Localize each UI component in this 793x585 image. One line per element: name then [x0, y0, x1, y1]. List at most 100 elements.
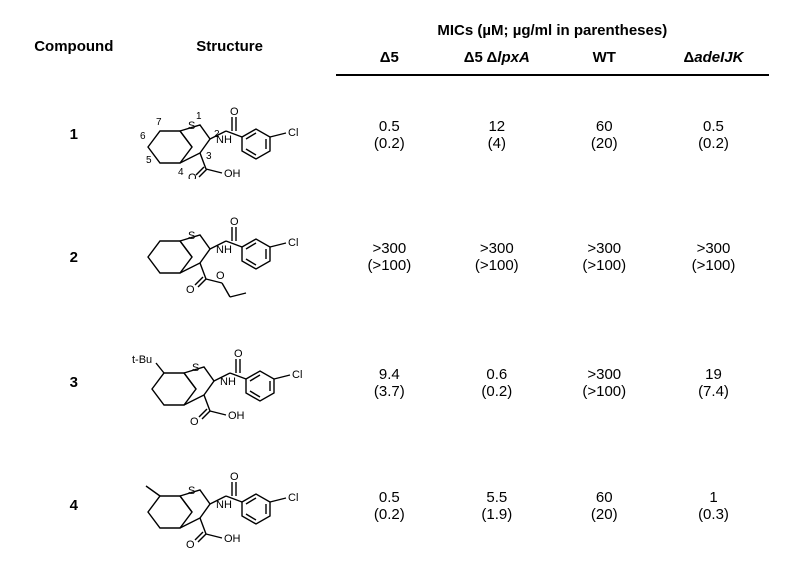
mic-um: >300	[449, 240, 544, 257]
header-mic-super: MICs (µM; µg/ml in parentheses)	[336, 18, 769, 43]
mic-um: 9.4	[342, 366, 437, 383]
atom-num: 3	[206, 151, 212, 162]
oh-label: OH	[228, 410, 245, 422]
header-adel-prefix: Δ	[683, 49, 694, 66]
mic-cell: 0.5(0.2)	[336, 75, 443, 193]
o-label: O	[190, 416, 199, 428]
mic-ug: (>100)	[557, 257, 652, 274]
mic-ug: (0.2)	[449, 383, 544, 400]
header-strain-wt: WT	[551, 43, 658, 75]
mic-ug: (0.2)	[664, 135, 763, 152]
structure-4-svg: S NH O	[130, 458, 330, 553]
mic-cell: 12(4)	[443, 75, 550, 193]
mic-um: >300	[664, 240, 763, 257]
mic-um: >300	[557, 240, 652, 257]
mic-cell: >300(>100)	[658, 193, 769, 321]
oh-label: OH	[224, 168, 241, 179]
structure-3-svg: t-Bu S NH	[130, 335, 330, 430]
mic-um: 0.5	[342, 489, 437, 506]
mic-ug: (>100)	[342, 257, 437, 274]
table-row: 4 S NH	[24, 444, 769, 567]
mic-um: 0.5	[342, 118, 437, 135]
oh-label: OH	[224, 533, 241, 545]
mic-ug: (0.2)	[342, 506, 437, 523]
compound-id: 2	[24, 193, 124, 321]
o-label: O	[188, 172, 197, 179]
mic-ug: (1.9)	[449, 506, 544, 523]
o-label: O	[186, 284, 195, 296]
mic-cell: 5.5(1.9)	[443, 444, 550, 567]
compound-id: 4	[24, 444, 124, 567]
mic-cell: 0.5(0.2)	[336, 444, 443, 567]
atom-num: 6	[140, 131, 146, 142]
header-strain-d5lpxA: Δ5 ΔlpxA	[443, 43, 550, 75]
s-atom: S	[188, 230, 195, 242]
header-strain-adel: ΔadeIJK	[658, 43, 769, 75]
mic-cell: 1(0.3)	[658, 444, 769, 567]
mic-cell: 0.5(0.2)	[658, 75, 769, 193]
cl-label: Cl	[288, 127, 298, 139]
mic-um: 19	[664, 366, 763, 383]
mic-um: 5.5	[449, 489, 544, 506]
mic-um: >300	[342, 240, 437, 257]
mic-cell: 0.6(0.2)	[443, 321, 550, 444]
o-label: O	[230, 216, 239, 228]
mic-um: 0.5	[664, 118, 763, 135]
cl-label: Cl	[292, 369, 302, 381]
mic-ug: (20)	[557, 135, 652, 152]
mic-cell: >300(>100)	[551, 321, 658, 444]
cl-label: Cl	[288, 492, 298, 504]
mic-ug: (0.2)	[342, 135, 437, 152]
s-atom: S	[192, 362, 199, 374]
o-label: O	[186, 539, 195, 551]
mic-um: 60	[557, 118, 652, 135]
mic-cell: >300(>100)	[551, 193, 658, 321]
o-label: O	[230, 471, 239, 483]
header-compound: Compound	[24, 18, 124, 75]
atom-num: 1	[196, 111, 202, 122]
structure-cell: t-Bu S NH	[124, 321, 336, 444]
s-atom: S	[188, 120, 195, 132]
header-strain-d5: Δ5	[336, 43, 443, 75]
header-structure: Structure	[124, 18, 336, 75]
mic-cell: 60(20)	[551, 444, 658, 567]
nh-label: NH	[216, 244, 232, 256]
mic-um: 1	[664, 489, 763, 506]
atom-num: 7	[156, 117, 162, 128]
mic-table: Compound Structure MICs (µM; µg/ml in pa…	[24, 18, 769, 567]
structure-2-svg: S NH O	[130, 207, 330, 307]
cl-label: Cl	[288, 237, 298, 249]
mic-ug: (20)	[557, 506, 652, 523]
mic-cell: 19(7.4)	[658, 321, 769, 444]
o-label: O	[216, 270, 225, 282]
structure-cell: S NH O	[124, 444, 336, 567]
structure-cell: 1 2 3 4 5 6 7 S NH	[124, 75, 336, 193]
structure-1-svg: 1 2 3 4 5 6 7 S NH	[130, 89, 330, 179]
structure-cell: S NH O	[124, 193, 336, 321]
header-adel-gene: adeIJK	[694, 49, 743, 66]
nh-label: NH	[216, 134, 232, 146]
s-atom: S	[188, 485, 195, 497]
nh-label: NH	[220, 376, 236, 388]
mic-cell: >300(>100)	[336, 193, 443, 321]
mic-ug: (7.4)	[664, 383, 763, 400]
atom-num: 4	[178, 167, 184, 178]
mic-cell: 60(20)	[551, 75, 658, 193]
mic-ug: (0.3)	[664, 506, 763, 523]
mic-ug: (>100)	[449, 257, 544, 274]
mic-um: 12	[449, 118, 544, 135]
mic-um: >300	[557, 366, 652, 383]
mic-um: 0.6	[449, 366, 544, 383]
nh-label: NH	[216, 499, 232, 511]
compound-id: 3	[24, 321, 124, 444]
header-d5lpxA-prefix: Δ5 Δ	[464, 49, 498, 66]
table-row: 2 S NH	[24, 193, 769, 321]
o-label: O	[234, 348, 243, 360]
tbu-label: t-Bu	[132, 354, 152, 366]
mic-cell: >300(>100)	[443, 193, 550, 321]
table-row: 3 t-Bu S NH	[24, 321, 769, 444]
mic-um: 60	[557, 489, 652, 506]
mic-cell: 9.4(3.7)	[336, 321, 443, 444]
o-label: O	[230, 106, 239, 118]
mic-ug: (4)	[449, 135, 544, 152]
